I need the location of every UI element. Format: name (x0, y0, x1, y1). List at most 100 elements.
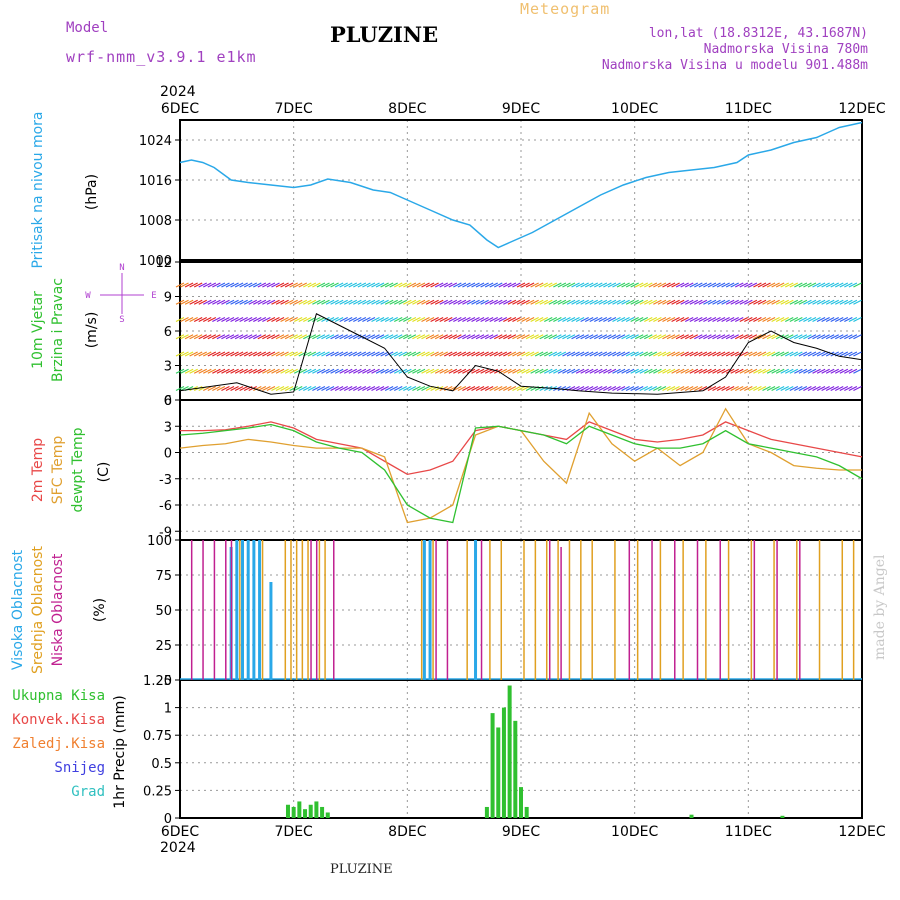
wind-barb (598, 282, 608, 288)
wind-barb (325, 299, 335, 305)
wind-barb (775, 385, 785, 392)
wind-barb (339, 334, 348, 340)
wind-barb (466, 351, 476, 357)
pressure-line (179, 121, 863, 249)
panel-frame (179, 399, 863, 541)
wind-barb (193, 299, 203, 305)
wind-barb (212, 299, 221, 305)
wind-barb (203, 282, 212, 288)
wind-barb (571, 282, 580, 288)
wind-barb (221, 299, 230, 305)
wind-barb (798, 368, 808, 374)
wind-barb (730, 316, 739, 323)
wind-barb (243, 368, 253, 374)
wind-barb (503, 385, 512, 392)
precip-bar (297, 801, 302, 818)
wind-barb (648, 385, 658, 392)
wind-barb (198, 282, 208, 288)
wind-barb (462, 299, 471, 305)
wind-barb (393, 351, 403, 357)
wind-barb (216, 316, 226, 323)
wind-barb (389, 385, 398, 392)
wind-barb (739, 351, 749, 357)
wind-barb (284, 299, 294, 305)
wind-barb (671, 351, 680, 357)
y-tick-label: -9 (159, 525, 172, 540)
wind-barb (498, 299, 508, 305)
precip-legend-0: Ukupna Kisa (12, 688, 105, 704)
wind-barb (684, 299, 694, 305)
panel-frame (179, 119, 863, 261)
wind-barb (803, 368, 812, 374)
wind-barb (439, 299, 448, 305)
wind-barb (353, 299, 362, 305)
wind-barb (780, 351, 789, 357)
wind-barb (621, 282, 630, 288)
wind-barb (357, 368, 367, 374)
wind-barb (625, 299, 635, 305)
wind-barb (448, 334, 458, 340)
wind-barb (389, 316, 398, 323)
wind-barb (671, 282, 680, 288)
wind-barb (675, 282, 685, 288)
y-tick-label: 0 (164, 394, 172, 409)
wind-barb (844, 299, 853, 305)
wind-barb (198, 299, 208, 305)
wind-barb (230, 316, 239, 323)
wind-barb (334, 351, 344, 357)
wind-barb (275, 334, 285, 340)
wind-barb (794, 368, 803, 374)
wind-barb (398, 351, 408, 357)
wind-barb (225, 316, 235, 323)
wind-barb (298, 368, 308, 374)
wind-barb (625, 282, 635, 288)
wind-barb (266, 385, 276, 392)
x-tick-label-top: 7DEC (275, 101, 314, 117)
wind-barb (803, 351, 812, 357)
wind-barb (553, 299, 562, 305)
wind-barb (734, 385, 744, 392)
wind-barb (639, 351, 649, 357)
wind-barb (834, 334, 844, 340)
wind-barb (389, 299, 398, 305)
wind-barb (425, 334, 435, 340)
wind-barb (844, 351, 853, 357)
wind-barb (221, 351, 230, 357)
wind-barb (443, 334, 453, 340)
wind-barb (734, 334, 744, 340)
wind-barb (353, 385, 362, 392)
wind-barb (789, 299, 799, 305)
wind-barb (207, 351, 217, 357)
wind-barb (584, 316, 594, 323)
wind-barb (430, 351, 439, 357)
wind-barb (203, 299, 212, 305)
wind-barb (744, 316, 753, 323)
wind-barb (184, 368, 194, 374)
x-tick-label-top: 12DEC (838, 101, 885, 117)
wind-barb (362, 316, 371, 323)
wind-barb (848, 368, 858, 374)
wind-barb (180, 282, 189, 288)
wind-barb (462, 316, 471, 323)
wind-barb (607, 368, 617, 374)
wind-barb (825, 316, 835, 323)
wind-barb (812, 334, 821, 340)
wind-barb (812, 351, 821, 357)
wind-barb (634, 351, 644, 357)
wind-barb (234, 368, 244, 374)
wind-barb (203, 385, 212, 392)
wind-barb (353, 282, 362, 288)
wind-barb (703, 299, 712, 305)
wind-barb (671, 368, 680, 374)
wind-barb (353, 351, 362, 357)
wind-barb (421, 299, 430, 305)
wind-barb (825, 351, 835, 357)
wind-barb (403, 334, 412, 340)
wind-barb (453, 368, 462, 374)
wind-barb (803, 316, 812, 323)
wind-barb (525, 299, 535, 305)
wind-barb (553, 282, 562, 288)
wind-barb (644, 385, 653, 392)
wind-barb (448, 368, 458, 374)
wind-barb (580, 299, 589, 305)
